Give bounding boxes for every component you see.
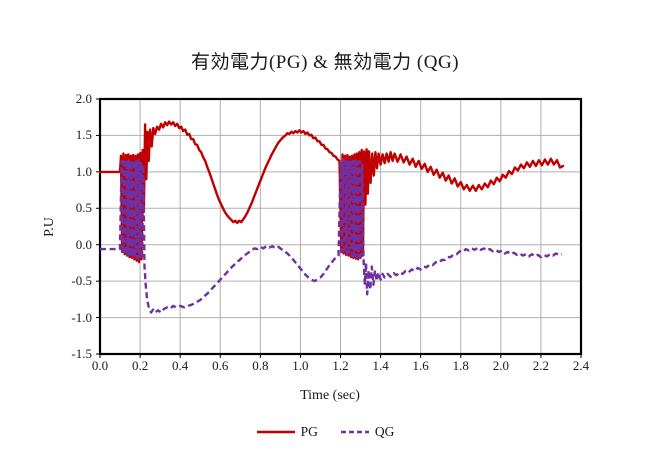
- x-axis-label: Time (sec): [300, 388, 360, 403]
- legend-item-qg: QG: [340, 424, 395, 440]
- x-tick-label: 0.0: [91, 358, 109, 373]
- pg-line-swatch: [256, 430, 295, 434]
- y-tick-label: 0.5: [75, 200, 92, 216]
- plot-border: [98, 97, 583, 356]
- x-tick-label: 1.0: [292, 358, 309, 373]
- x-tick-label: 2.2: [532, 358, 550, 373]
- legend-label-pg: PG: [300, 424, 318, 439]
- x-tick-label: 1.8: [452, 358, 469, 373]
- y-tick-label: -0.5: [71, 273, 92, 289]
- y-axis-label: P.U: [41, 217, 57, 237]
- x-tick-label: 2.4: [572, 358, 590, 373]
- legend: PG QG: [0, 422, 650, 442]
- x-tick-label: 0.2: [131, 358, 149, 373]
- y-tick-label: 0.0: [75, 236, 92, 252]
- x-tick-label: 1.2: [332, 358, 349, 373]
- legend-item-pg: PG: [256, 424, 318, 440]
- x-tick-label: 2.0: [492, 358, 509, 373]
- y-tick-label: 2.0: [75, 91, 92, 106]
- x-tick-label: 0.4: [172, 358, 189, 373]
- qg-line-swatch: [340, 430, 369, 434]
- y-tick-label: -1.0: [71, 309, 92, 325]
- chart-title: 有効電力(PG) & 無効電力 (QG): [190, 52, 460, 73]
- legend-label-qg: QG: [374, 424, 395, 439]
- y-tick-label: -1.5: [71, 346, 92, 361]
- x-tick-label: 1.6: [412, 358, 429, 373]
- y-tick-label: 1.0: [75, 163, 92, 179]
- x-tick-label: 1.4: [372, 358, 389, 373]
- series-pg-line: [98, 120, 565, 264]
- series-qg-line: [100, 157, 563, 314]
- x-tick-label: 0.6: [212, 358, 229, 373]
- x-tick-label: 0.8: [252, 358, 269, 373]
- y-tick-label: 1.5: [75, 127, 92, 143]
